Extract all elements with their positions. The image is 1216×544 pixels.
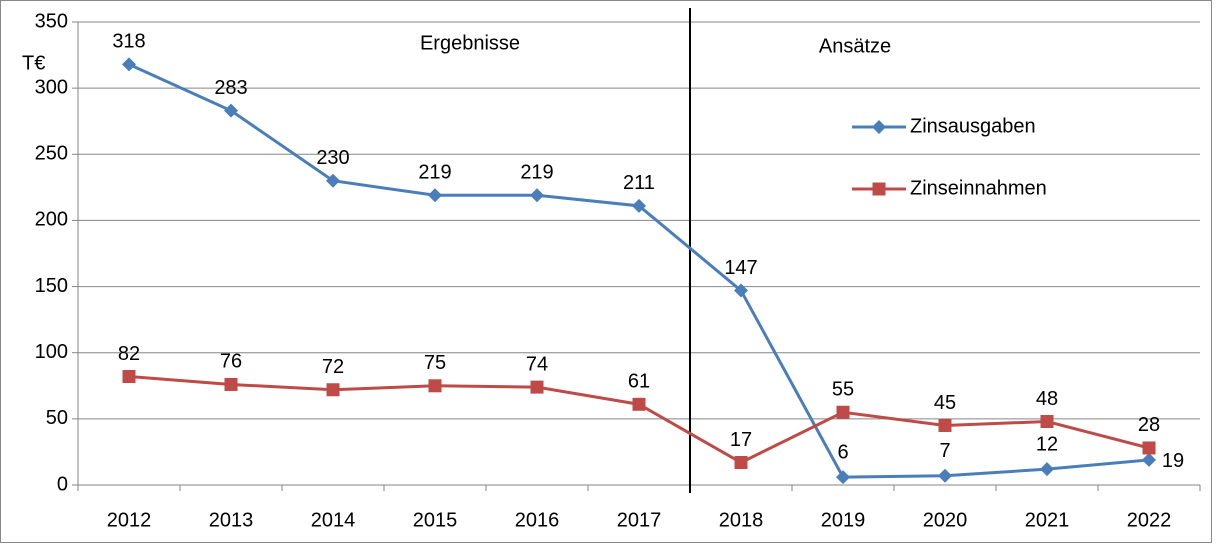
data-label: 19 — [1162, 450, 1184, 472]
legend-label: Zinseinnahmen — [910, 177, 1047, 199]
x-tick-label: 2021 — [1025, 509, 1070, 531]
data-label: 75 — [424, 352, 446, 374]
x-tick-label: 2019 — [821, 509, 866, 531]
marker — [122, 370, 136, 384]
data-label: 219 — [418, 162, 451, 184]
x-tick-label: 2022 — [1127, 509, 1172, 531]
data-label: 61 — [628, 371, 650, 393]
marker — [530, 380, 544, 394]
marker — [224, 103, 238, 118]
marker — [836, 470, 850, 485]
data-label: 219 — [520, 162, 553, 184]
marker — [326, 383, 340, 397]
legend-marker — [872, 120, 886, 134]
data-label: 6 — [837, 441, 848, 463]
x-tick-label: 2012 — [107, 509, 152, 531]
marker — [428, 188, 442, 203]
annotation: Ansätze — [819, 35, 891, 57]
data-label: 17 — [730, 429, 752, 451]
data-label: 48 — [1036, 388, 1058, 410]
data-label: 82 — [118, 343, 140, 365]
marker — [1040, 462, 1054, 477]
marker — [632, 397, 646, 411]
data-label: 283 — [214, 77, 247, 99]
marker — [326, 173, 340, 188]
marker — [632, 198, 646, 213]
x-tick-label: 2020 — [923, 509, 968, 531]
y-unit: T€ — [22, 52, 45, 74]
y-tick-label: 0 — [57, 473, 68, 495]
data-label: 74 — [526, 353, 548, 375]
data-label: 28 — [1138, 414, 1160, 436]
data-label: 45 — [934, 392, 956, 414]
marker — [1040, 415, 1054, 429]
marker — [530, 188, 544, 203]
legend-label: Zinsausgaben — [910, 115, 1036, 137]
marker — [836, 405, 850, 419]
y-tick-label: 200 — [35, 209, 68, 231]
y-tick-label: 300 — [35, 76, 68, 98]
x-tick-label: 2018 — [719, 509, 764, 531]
data-label: 7 — [939, 440, 950, 462]
legend-marker — [872, 182, 886, 196]
y-tick-label: 50 — [46, 407, 68, 429]
marker — [1142, 452, 1156, 467]
y-tick-label: 150 — [35, 275, 68, 297]
data-label: 76 — [220, 351, 242, 373]
marker — [938, 468, 952, 483]
data-label: 318 — [112, 31, 145, 53]
marker — [1142, 441, 1156, 455]
marker — [938, 418, 952, 432]
y-tick-label: 350 — [35, 10, 68, 32]
marker — [428, 379, 442, 393]
data-label: 12 — [1036, 433, 1058, 455]
data-label: 55 — [832, 379, 854, 401]
data-label: 72 — [322, 356, 344, 378]
marker — [734, 283, 748, 298]
x-tick-label: 2015 — [413, 509, 458, 531]
y-tick-label: 250 — [35, 143, 68, 165]
x-tick-label: 2014 — [311, 509, 356, 531]
x-tick-label: 2013 — [209, 509, 254, 531]
x-tick-label: 2016 — [515, 509, 560, 531]
marker — [224, 377, 238, 391]
marker — [734, 456, 748, 470]
data-label: 211 — [623, 172, 655, 194]
data-label: 147 — [724, 257, 757, 279]
marker — [122, 57, 136, 72]
x-tick-label: 2017 — [617, 509, 662, 531]
y-tick-label: 100 — [35, 341, 68, 363]
data-label: 230 — [316, 147, 349, 169]
annotation: Ergebnisse — [420, 32, 520, 54]
